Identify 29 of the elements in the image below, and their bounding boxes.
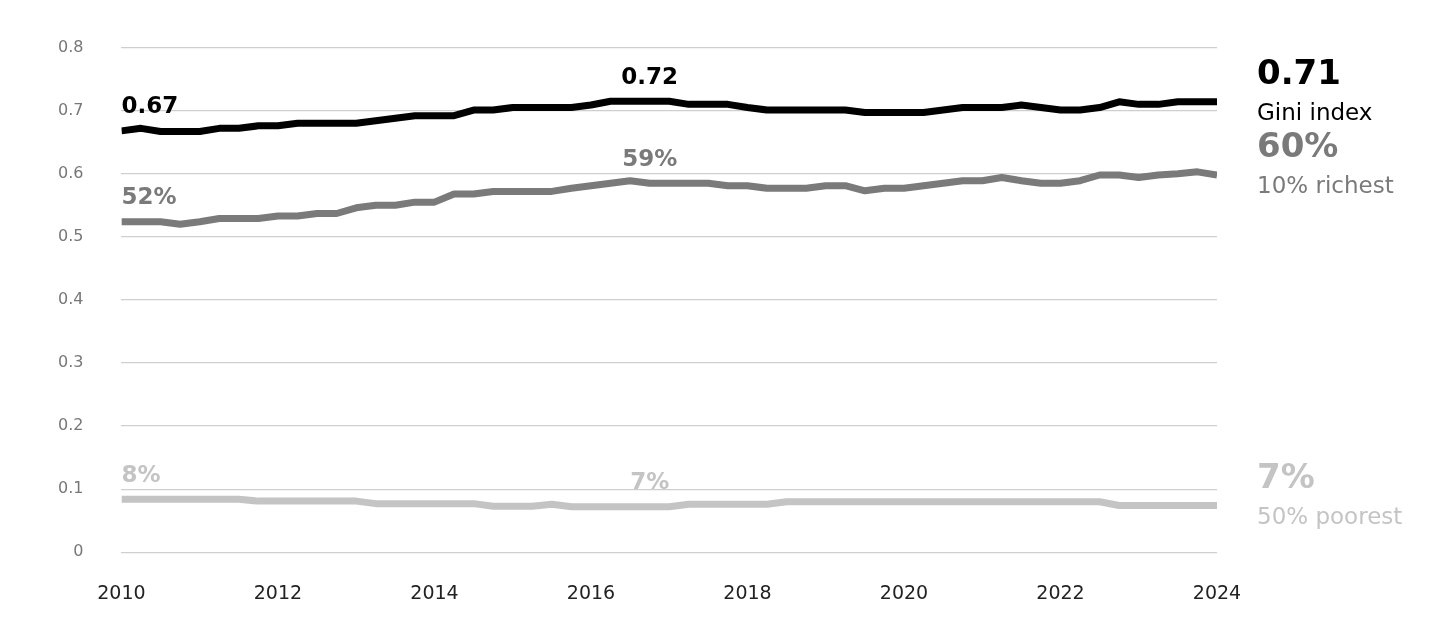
y-tick-label: 0.8 xyxy=(57,36,84,56)
x-tick-label: 2022 xyxy=(1036,580,1085,603)
y-tick-label: 0.5 xyxy=(57,225,84,245)
data-label: 7% xyxy=(630,468,670,495)
data-label: 0.71 xyxy=(1257,51,1341,92)
x-tick-label: 2018 xyxy=(723,580,772,603)
x-tick-label: 2024 xyxy=(1192,580,1242,603)
y-tick-label: 0.7 xyxy=(57,99,84,119)
y-tick-label: 0 xyxy=(73,541,84,561)
series-label: 50% poorest xyxy=(1257,502,1403,529)
data-label: 0.67 xyxy=(121,92,179,119)
x-tick-label: 2020 xyxy=(879,580,929,603)
x-tick-label: 2016 xyxy=(566,580,616,603)
series-label: Gini index xyxy=(1257,98,1373,125)
y-tick-label: 0.2 xyxy=(57,415,84,435)
data-label: 7% xyxy=(1257,455,1315,496)
x-tick-label: 2010 xyxy=(97,580,146,603)
y-tick-label: 0.3 xyxy=(57,352,84,372)
x-tick-label: 2014 xyxy=(410,580,459,603)
y-tick-label: 0.6 xyxy=(57,162,84,182)
data-label: 59% xyxy=(622,144,678,171)
data-label: 0.72 xyxy=(621,62,679,89)
y-tick-label: 0.1 xyxy=(57,478,84,498)
data-label: 52% xyxy=(121,183,177,210)
data-label: 60% xyxy=(1257,125,1339,166)
y-tick-label: 0.4 xyxy=(57,289,84,309)
x-tick-label: 2012 xyxy=(253,580,303,603)
series-label: 10% richest xyxy=(1257,172,1394,199)
data-label: 8% xyxy=(121,460,161,487)
